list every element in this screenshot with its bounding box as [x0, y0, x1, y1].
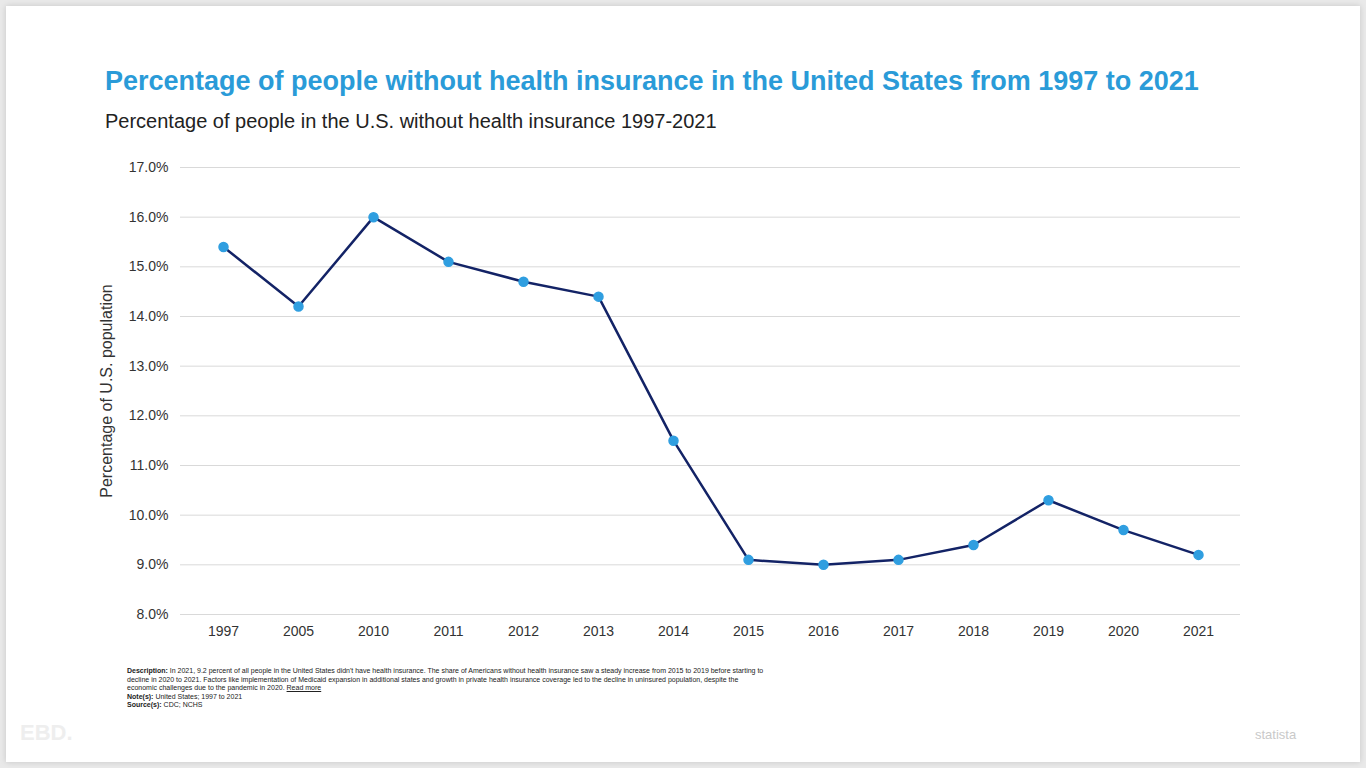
svg-text:2012: 2012 [508, 623, 539, 639]
svg-text:13.0%: 13.0% [129, 358, 169, 374]
html-text:Percentage of people without h: Percentage of people without health insu… [105, 66, 1199, 96]
svg-text:2016: 2016 [808, 623, 839, 639]
svg-text:11.0%: 11.0% [130, 457, 169, 473]
svg-text:2019: 2019 [1033, 623, 1064, 639]
html-text:Source(s): CDC; NCHS: Source(s): CDC; NCHS [127, 701, 203, 709]
svg-text:17.0%: 17.0% [129, 159, 169, 175]
svg-text:12.0%: 12.0% [129, 407, 169, 423]
html-text:Percentage of people in the U.: Percentage of people in the U.S. without… [105, 110, 717, 132]
svg-text:2015: 2015 [733, 623, 764, 639]
svg-text:2018: 2018 [958, 623, 989, 639]
svg-text:1997: 1997 [208, 623, 239, 639]
svg-text:2005: 2005 [283, 623, 314, 639]
svg-text:16.0%: 16.0% [129, 209, 169, 225]
svg-text:2010: 2010 [358, 623, 389, 639]
svg-text:2011: 2011 [433, 623, 463, 639]
svg-text:Percentage of U.S. population: Percentage of U.S. population [98, 284, 115, 497]
svg-text:2013: 2013 [583, 623, 614, 639]
html-text:Note(s): United States; 1997 t: Note(s): United States; 1997 to 2021 [127, 692, 243, 700]
svg-text:2017: 2017 [883, 623, 914, 639]
svg-text:14.0%: 14.0% [129, 308, 169, 324]
svg-text:10.0%: 10.0% [129, 507, 169, 523]
html-text:statista: statista [1255, 727, 1297, 742]
html-text:Description: In 2021, 9.2 perc: Description: In 2021, 9.2 percent of all… [127, 667, 764, 692]
html-text:EBD.: EBD. [20, 720, 73, 745]
svg-text:2014: 2014 [658, 623, 689, 639]
svg-text:2021: 2021 [1183, 623, 1214, 639]
svg-text:15.0%: 15.0% [129, 258, 169, 274]
svg-text:9.0%: 9.0% [137, 556, 169, 572]
svg-text:8.0%: 8.0% [137, 606, 169, 622]
svg-text:2020: 2020 [1108, 623, 1139, 639]
